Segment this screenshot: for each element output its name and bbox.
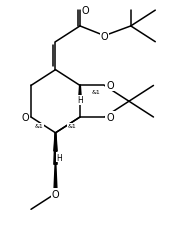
Text: O: O [101,32,108,42]
Text: O: O [106,81,114,91]
Text: O: O [106,113,114,122]
Text: O: O [22,113,29,122]
Polygon shape [78,86,82,104]
Text: O: O [52,189,59,199]
Polygon shape [54,133,57,151]
Text: O: O [82,6,89,16]
Text: H: H [77,96,83,105]
Polygon shape [54,133,57,165]
Text: &1: &1 [92,90,101,94]
Text: &1: &1 [35,123,43,129]
Polygon shape [54,165,57,194]
Text: &1: &1 [67,123,76,129]
Text: H: H [56,153,62,162]
